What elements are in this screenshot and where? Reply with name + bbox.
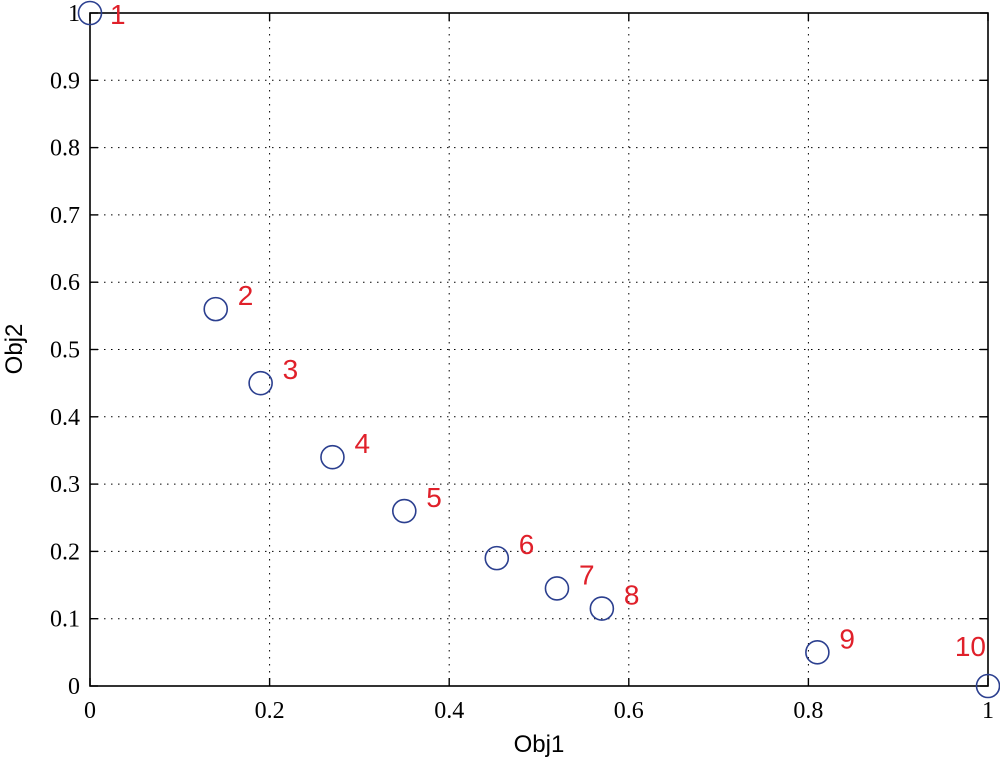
x-axis-title: Obj1 (514, 731, 565, 758)
data-point (391, 498, 417, 524)
y-tick-label: 0.6 (50, 270, 80, 296)
data-point-label: 5 (426, 482, 442, 513)
data-point-label: 9 (839, 623, 855, 654)
data-point-label: 6 (519, 529, 535, 560)
data-point (805, 640, 830, 665)
y-tick-label: 0 (68, 674, 80, 700)
data-point-label: 3 (283, 354, 299, 385)
data-point-label: 7 (579, 559, 595, 590)
y-tick-label: 1 (68, 1, 80, 27)
data-point (589, 596, 615, 621)
grid (90, 13, 988, 686)
data-point-label: 8 (624, 580, 640, 611)
data-point (320, 444, 345, 470)
data-point (484, 545, 510, 571)
data-point (77, 0, 103, 26)
y-tick-label: 0.1 (50, 607, 80, 633)
data-points (77, 0, 1000, 699)
y-tick-labels: 0 0.1 0.2 0.3 0.4 0.5 0.6 0.7 0.8 0.9 1 (50, 1, 80, 700)
data-point (248, 370, 273, 396)
y-tick-label: 0.5 (50, 338, 80, 364)
plot-frame (89, 12, 989, 687)
y-tick-label: 0.2 (50, 539, 80, 565)
x-tick-label: 0 (84, 698, 96, 724)
x-tick-label: 0.2 (255, 698, 285, 724)
y-tick-label: 0.8 (50, 136, 80, 162)
y-axis-title: Obj2 (1, 324, 28, 375)
data-point-label: 10 (955, 631, 986, 662)
data-point-label: 2 (238, 280, 254, 311)
x-tick-label: 0.6 (614, 698, 644, 724)
x-tick-label: 0.8 (793, 698, 823, 724)
x-tick-labels: 0 0.2 0.4 0.6 0.8 1 (84, 698, 994, 724)
x-tick-label: 1 (982, 698, 994, 724)
y-tick-label: 0.7 (50, 203, 80, 229)
data-point-label: 1 (110, 0, 126, 30)
y-tick-label: 0.3 (50, 472, 80, 498)
data-point (203, 296, 229, 322)
y-tick-label: 0.4 (50, 405, 80, 431)
data-point (544, 576, 570, 601)
y-tick-label: 0.9 (50, 68, 80, 94)
data-point-label: 4 (354, 428, 370, 459)
data-point-labels: 1 2 3 4 5 6 78 9 10 (110, 0, 986, 662)
x-tick-label: 0.4 (434, 698, 464, 724)
